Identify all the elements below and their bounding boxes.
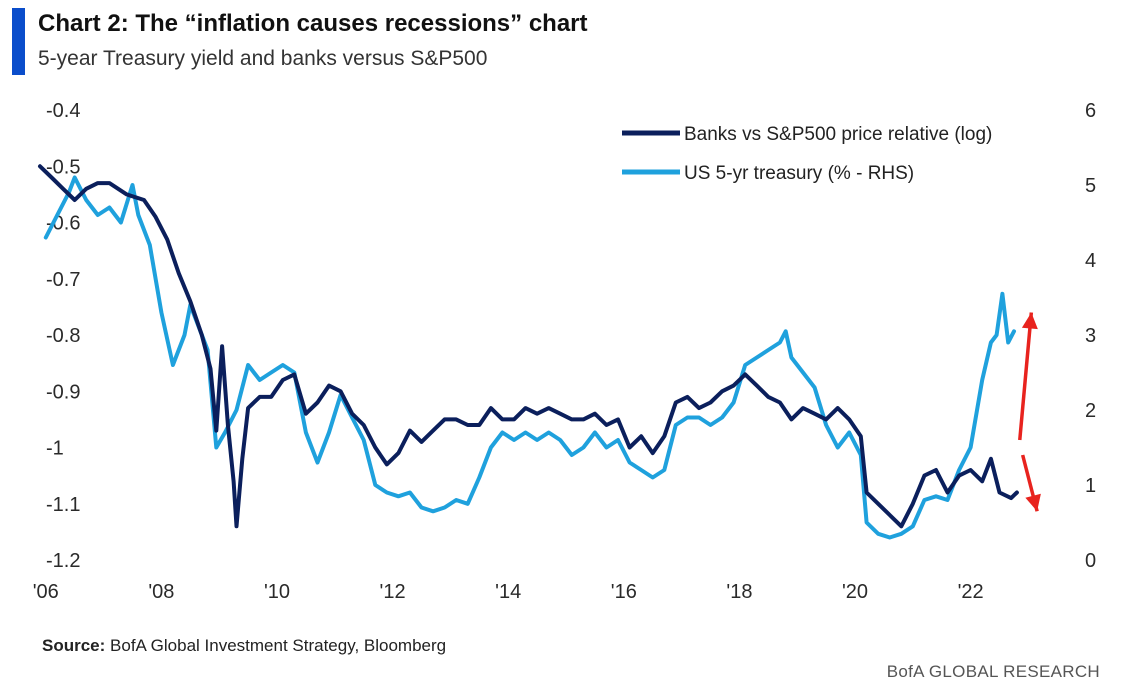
x-tick-label: '18	[726, 581, 752, 603]
y-left-tick-label: -0.9	[46, 381, 80, 403]
x-tick-label: '14	[495, 581, 521, 603]
x-tick-label: '22	[958, 581, 984, 603]
y-right-tick-label: 3	[1085, 325, 1096, 347]
legend: Banks vs S&P500 price relative (log) US …	[622, 124, 992, 184]
brand-label: BofA GLOBAL RESEARCH	[886, 662, 1100, 681]
y-right-tick-label: 0	[1085, 550, 1096, 572]
y-left-tick-label: -1.1	[46, 494, 80, 516]
x-tick-label: '10	[264, 581, 290, 603]
x-axis: '06 '08 '10 '12 '14 '16 '18 '20 '22	[33, 581, 984, 603]
y-right-tick-label: 4	[1085, 250, 1096, 272]
arrow-up-head	[1021, 312, 1038, 330]
series-layer	[38, 164, 1019, 540]
arrow-down-head	[1025, 493, 1041, 512]
y-left-tick-label: -0.5	[46, 156, 80, 178]
source-label: Source:	[42, 636, 106, 655]
y-left-tick-label: -0.8	[46, 325, 80, 347]
x-tick-label: '20	[842, 581, 868, 603]
x-tick-label: '08	[148, 581, 174, 603]
x-tick-label: '06	[33, 581, 59, 603]
arrow-up-shaft	[1018, 312, 1034, 441]
legend-label-banks: Banks vs S&P500 price relative (log)	[684, 124, 992, 145]
legend-label-treasury: US 5-yr treasury (% - RHS)	[684, 163, 914, 184]
y-right-tick-label: 1	[1085, 475, 1096, 497]
chart-title: Chart 2: The “inflation causes recession…	[38, 10, 588, 37]
y-right-tick-label: 5	[1085, 175, 1096, 197]
y-left-tick-label: -1.2	[46, 550, 80, 572]
series-line-banks	[38, 164, 1019, 529]
series-line-treasury	[43, 175, 1016, 540]
y-left-tick-label: -0.7	[46, 269, 80, 291]
x-tick-label: '12	[380, 581, 406, 603]
y-right-tick-label: 6	[1085, 100, 1096, 122]
source-text: BofA Global Investment Strategy, Bloombe…	[110, 636, 447, 655]
y-axis-left: -0.4-0.5-0.6-0.7-0.8-0.9-1-1.1-1.2	[46, 100, 80, 572]
chart-subtitle: 5-year Treasury yield and banks versus S…	[38, 47, 488, 70]
y-left-tick-label: -1	[46, 438, 64, 460]
annotation-layer	[1018, 312, 1041, 512]
y-left-tick-label: -0.4	[46, 100, 80, 122]
x-tick-label: '16	[611, 581, 637, 603]
source-note: Source: BofA Global Investment Strategy,…	[42, 636, 446, 656]
y-axis-right: 6 5 4 3 2 1 0	[1085, 100, 1096, 572]
y-right-tick-label: 2	[1085, 400, 1096, 422]
title-accent-bar	[12, 8, 25, 75]
